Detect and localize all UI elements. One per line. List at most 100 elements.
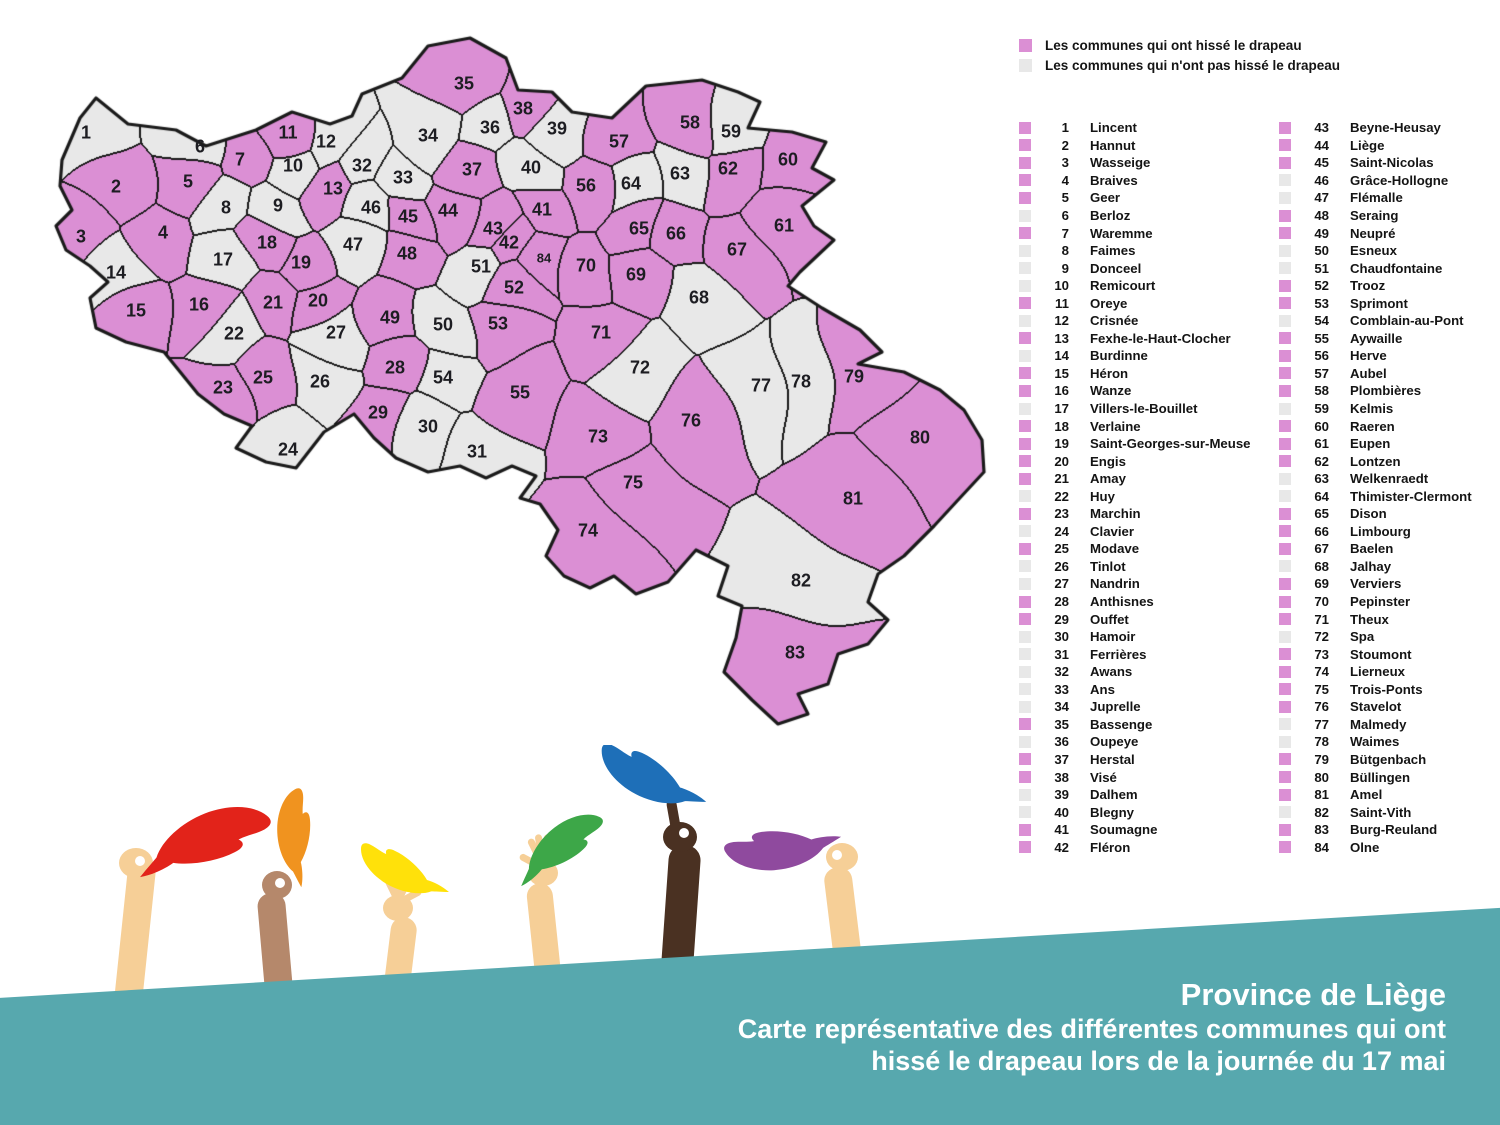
commune-name: Aubel — [1350, 365, 1387, 381]
legend-row-no: Les communes qui n'ont pas hissé le drap… — [1019, 55, 1340, 75]
blue-feather-icon — [591, 745, 707, 833]
commune-name: Bütgenbach — [1350, 751, 1427, 767]
commune-row: 27 Nandrin — [1019, 575, 1251, 593]
commune-name: Beyne-Heusay — [1350, 120, 1441, 136]
commune-row: 83 Burg-Reuland — [1279, 821, 1472, 839]
grip-hole-1 — [135, 856, 145, 866]
flag-swatch — [1279, 753, 1291, 766]
flag-swatch — [1279, 788, 1291, 801]
commune-row: 26 Tinlot — [1019, 558, 1251, 576]
flag-swatch — [1279, 384, 1291, 397]
map-commune-number: 81 — [842, 488, 864, 509]
commune-number: 58 — [1314, 383, 1329, 399]
commune-row: 76 Stavelot — [1279, 698, 1472, 716]
commune-number: 25 — [1054, 541, 1069, 557]
commune-number: 73 — [1314, 646, 1329, 662]
map-commune-number: 52 — [503, 277, 525, 298]
flag-swatch — [1279, 683, 1291, 696]
banner-title: Province de Liège — [1180, 977, 1446, 1012]
map-commune-number: 55 — [509, 382, 531, 403]
commune-name: Esneux — [1350, 243, 1397, 259]
flag-swatch — [1019, 683, 1031, 696]
commune-name: Amel — [1350, 787, 1383, 803]
commune-name: Dalhem — [1090, 787, 1138, 803]
commune-row: 62 Lontzen — [1279, 452, 1472, 470]
commune-row: 31 Ferrières — [1019, 645, 1251, 663]
commune-row: 66 Limbourg — [1279, 523, 1472, 541]
commune-name: Kelmis — [1350, 401, 1394, 417]
commune-name: Modave — [1090, 541, 1140, 557]
commune-number: 46 — [1314, 172, 1329, 188]
commune-row: 59 Kelmis — [1279, 400, 1472, 418]
commune-row: 36 Oupeye — [1019, 733, 1251, 751]
purple-feather-icon — [722, 827, 842, 876]
commune-name: Trois-Ponts — [1350, 681, 1423, 697]
flag-swatch — [1279, 806, 1291, 819]
commune-name: Crisnée — [1090, 313, 1139, 329]
commune-name: Seraing — [1350, 208, 1399, 223]
flag-swatch — [1279, 560, 1291, 573]
commune-number: 52 — [1314, 278, 1329, 294]
commune-row: 50 Esneux — [1279, 242, 1472, 260]
commune-name: Nandrin — [1090, 576, 1140, 592]
flag-swatch — [1279, 262, 1291, 275]
map-commune-number: 54 — [432, 367, 454, 388]
commune-name: Olne — [1350, 839, 1380, 855]
commune-name: Stavelot — [1350, 699, 1402, 715]
map-commune-number: 64 — [620, 173, 642, 194]
commune-number: 18 — [1054, 418, 1069, 434]
commune-list-column-1: 1 Lincent 2 Hannut 3 Wasseige 4 Braives 5 Geer 6 Be… — [1019, 119, 1251, 856]
flag-swatch — [1279, 174, 1291, 187]
commune-number: 11 — [1055, 295, 1069, 311]
commune-number: 47 — [1314, 190, 1329, 206]
flag-swatch — [1279, 244, 1291, 257]
legend-swatch-pink — [1019, 38, 1032, 52]
commune-row: 78 Waimes — [1279, 733, 1472, 751]
commune-row: 22 Huy — [1019, 487, 1251, 505]
map-commune-number: 32 — [351, 155, 373, 176]
commune-name: Grâce-Hollogne — [1350, 172, 1449, 188]
commune-row: 33 Ans — [1019, 681, 1251, 699]
flag-swatch — [1019, 191, 1031, 204]
commune-name: Wasseige — [1090, 155, 1151, 171]
flag-swatch — [1279, 630, 1291, 643]
commune-row: 54 Comblain-au-Pont — [1279, 312, 1472, 330]
commune-row: 11 Oreye — [1019, 294, 1251, 312]
commune-number: 65 — [1314, 506, 1329, 522]
commune-number: 36 — [1054, 734, 1069, 750]
flag-swatch — [1279, 227, 1291, 240]
flag-swatch — [1019, 490, 1031, 503]
commune-number: 40 — [1054, 804, 1069, 820]
map-commune-number: 35 — [453, 73, 475, 94]
commune-row: 48 Seraing — [1279, 207, 1472, 225]
commune-name: Saint-Nicolas — [1350, 155, 1434, 171]
commune-number: 19 — [1054, 436, 1069, 452]
commune-name: Malmedy — [1350, 716, 1407, 732]
flag-swatch — [1279, 507, 1291, 520]
commune-row: 68 Jalhay — [1279, 558, 1472, 576]
flag-swatch — [1279, 455, 1291, 468]
commune-name: Awans — [1090, 664, 1133, 680]
commune-name: Fexhe-le-Haut-Clocher — [1090, 330, 1231, 346]
flag-swatch — [1279, 577, 1291, 590]
map-commune-number: 39 — [546, 118, 568, 139]
commune-name: Welkenraedt — [1350, 471, 1429, 487]
commune-number: 68 — [1314, 558, 1329, 574]
map-commune-number: 66 — [665, 223, 687, 244]
flag-swatch — [1279, 367, 1291, 380]
flag-swatch — [1019, 735, 1031, 748]
commune-name: Villers-le-Bouillet — [1090, 401, 1198, 417]
commune-name: Theux — [1350, 611, 1389, 627]
commune-number: 39 — [1054, 787, 1069, 803]
commune-row: 23 Marchin — [1019, 505, 1251, 523]
map-commune-number: 69 — [625, 264, 647, 285]
commune-row: 42 Fléron — [1019, 838, 1251, 856]
commune-number: 1 — [1061, 120, 1069, 136]
commune-row: 82 Saint-Vith — [1279, 803, 1472, 821]
flag-swatch — [1019, 507, 1031, 520]
map-commune-number: 82 — [790, 570, 812, 591]
commune-name: Ferrières — [1090, 646, 1147, 662]
commune-row: 20 Engis — [1019, 452, 1251, 470]
map-commune-number: 49 — [379, 307, 401, 328]
commune-name: Oupeye — [1090, 734, 1139, 750]
